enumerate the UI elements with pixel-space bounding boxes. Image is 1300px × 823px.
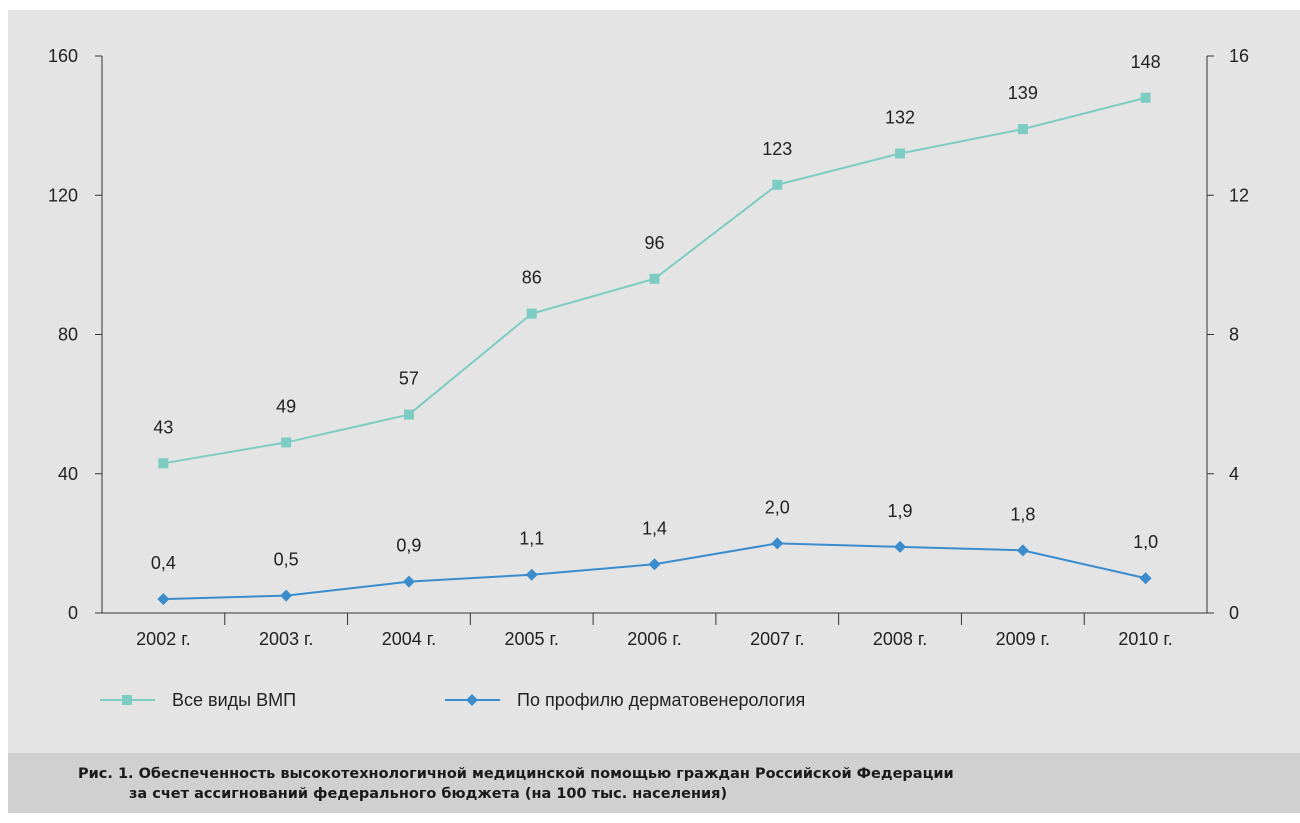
axes: 0 40 80 120 160 0 4 8 12 16 2002 г. 2003 г. 2004 г. 2… [48,46,1249,649]
caption-line-1: Рис. 1. Обеспеченность высокотехнологичн… [78,766,954,782]
y-right-tick-label: 4 [1229,464,1239,484]
data-label: 43 [153,417,173,437]
data-point-square [526,308,537,319]
data-label: 1,4 [642,518,667,538]
legend-label: Все виды ВМП [172,690,296,710]
data-label: 0,9 [396,536,421,556]
caption-bar: Рис. 1. Обеспеченность высокотехнологичн… [8,753,1300,813]
data-point-diamond [771,537,784,550]
data-label: 132 [885,107,915,127]
figure-caption: Рис. 1. Обеспеченность высокотехнологичн… [78,764,954,804]
legend: Все виды ВМП По профилю дерматовенерологи… [100,690,805,710]
data-label: 139 [1008,83,1038,103]
data-label: 1,1 [519,529,544,549]
data-label: 2,0 [765,497,790,517]
line-chart: 0 40 80 120 160 0 4 8 12 16 2002 г. 2003 г. 2004 г. 2… [48,46,1249,710]
series-line [163,542,1146,601]
data-point-square [158,458,169,469]
legend-item-1: Все виды ВМП [100,690,296,710]
data-point-square [1017,124,1028,135]
data-label: 57 [399,369,419,389]
series-layer: 43 49 57 86 96 123 132 139 148 0,4 0,5 0,9 1,1 1,4 2,0… [151,52,1161,606]
legend-label: По профилю дерматовенерология [517,690,805,710]
data-label: 0,5 [274,550,299,570]
y-right-tick-label: 0 [1229,603,1239,623]
series-2: 0,4 0,5 0,9 1,1 1,4 2,0 1,9 1,8 1,0 [151,497,1158,606]
data-point-square [122,695,132,705]
data-label: 86 [522,268,542,288]
y-left-tick-label: 40 [58,464,78,484]
data-point-square [1140,92,1151,103]
x-tick-label: 2009 г. [996,629,1050,649]
data-point-diamond [1016,544,1029,557]
data-point-diamond [466,694,478,706]
data-point-diamond [648,558,661,571]
data-point-square [649,273,660,284]
y-left-tick-label: 160 [48,46,78,66]
data-point-square [281,437,292,448]
data-label: 49 [276,396,296,416]
data-point-square [895,148,906,159]
y-left-tick-label: 0 [68,603,78,623]
x-tick-label: 2008 г. [873,629,927,649]
data-point-diamond [894,540,907,553]
data-label: 1,8 [1010,504,1035,524]
data-label: 1,0 [1133,532,1158,552]
x-tick-label: 2006 г. [627,629,681,649]
x-tick-label: 2010 г. [1118,629,1172,649]
data-point-diamond [525,568,538,581]
data-point-square [403,409,414,420]
data-point-square [772,179,783,190]
legend-item-2: По профилю дерматовенерология [445,690,805,710]
x-tick-label: 2007 г. [750,629,804,649]
data-label: 0,4 [151,553,176,573]
data-point-diamond [280,589,293,602]
x-tick-label: 2005 г. [505,629,559,649]
y-right-tick-label: 8 [1229,325,1239,345]
data-label: 1,9 [888,501,913,521]
x-tick-label: 2002 г. [136,629,190,649]
data-point-diamond [1139,572,1152,585]
caption-line-2: за счет ассигнований федерального бюджет… [129,786,728,802]
data-point-diamond [157,593,170,606]
y-right-tick-label: 12 [1229,185,1249,205]
x-tick-label: 2003 г. [259,629,313,649]
x-tick-label: 2004 г. [382,629,436,649]
series-1: 43 49 57 86 96 123 132 139 148 [153,52,1161,469]
y-left-tick-label: 80 [58,325,78,345]
data-label: 123 [762,139,792,159]
y-right-tick-label: 16 [1229,46,1249,66]
y-left-tick-label: 120 [48,185,78,205]
figure-panel [8,10,1300,813]
data-label: 96 [644,233,664,253]
data-label: 148 [1131,52,1161,72]
data-point-diamond [402,575,415,588]
